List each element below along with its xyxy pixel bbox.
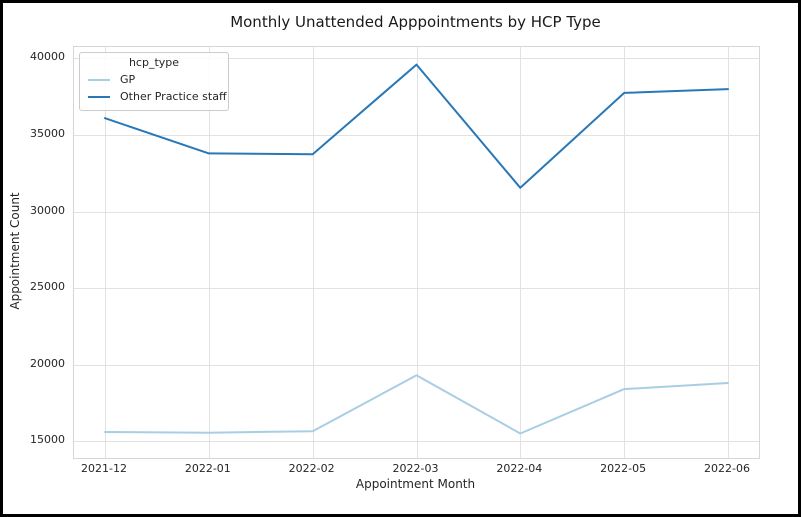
series-line xyxy=(104,374,729,435)
y-tick-label: 35000 xyxy=(30,127,65,141)
gridline-vertical xyxy=(313,47,314,458)
y-tick-label: 20000 xyxy=(30,356,65,370)
legend-entry: Other Practice staff xyxy=(88,88,227,105)
x-tick-label: 2022-03 xyxy=(392,462,439,475)
gridline-horizontal xyxy=(74,441,759,442)
x-tick-label: 2022-05 xyxy=(600,462,647,475)
gridline-vertical xyxy=(417,47,418,458)
x-tick-label: 2021-12 xyxy=(81,462,127,475)
gridline-horizontal xyxy=(74,365,759,366)
legend-title: hcp_type xyxy=(128,56,180,69)
series-line xyxy=(104,63,729,189)
x-tick-label: 2022-02 xyxy=(288,462,335,475)
legend-entry: GP xyxy=(88,71,220,88)
gridline-vertical xyxy=(105,47,106,458)
legend-entry-label: Other Practice staff xyxy=(120,90,227,103)
x-tick-label: 2022-01 xyxy=(184,462,231,475)
gridline-horizontal xyxy=(74,288,759,289)
x-axis-label: Appointment Month xyxy=(355,477,476,491)
legend-entry-label: GP xyxy=(120,73,136,86)
gridline-vertical xyxy=(209,47,210,458)
legend: hcp_type GP Other Practice staff xyxy=(79,52,229,111)
gridline-horizontal xyxy=(74,135,759,136)
plot-area xyxy=(73,46,760,459)
x-tick-label: 2022-06 xyxy=(704,462,750,475)
gridline-vertical xyxy=(728,47,729,458)
gridline-vertical xyxy=(520,47,521,458)
x-tick-label: 2022-04 xyxy=(496,462,543,475)
gridline-horizontal xyxy=(74,58,759,59)
legend-line-swatch xyxy=(88,78,110,81)
legend-line-swatch xyxy=(88,95,110,98)
line-series-svg xyxy=(104,63,729,435)
gridline-horizontal xyxy=(74,212,759,213)
y-tick-label: 40000 xyxy=(30,50,65,64)
chart-title: Monthly Unattended Apppointments by HCP … xyxy=(230,13,601,31)
y-tick-label: 15000 xyxy=(30,433,65,447)
y-tick-label: 25000 xyxy=(30,280,65,294)
gridline-vertical xyxy=(624,47,625,458)
y-tick-label: 30000 xyxy=(30,203,65,217)
